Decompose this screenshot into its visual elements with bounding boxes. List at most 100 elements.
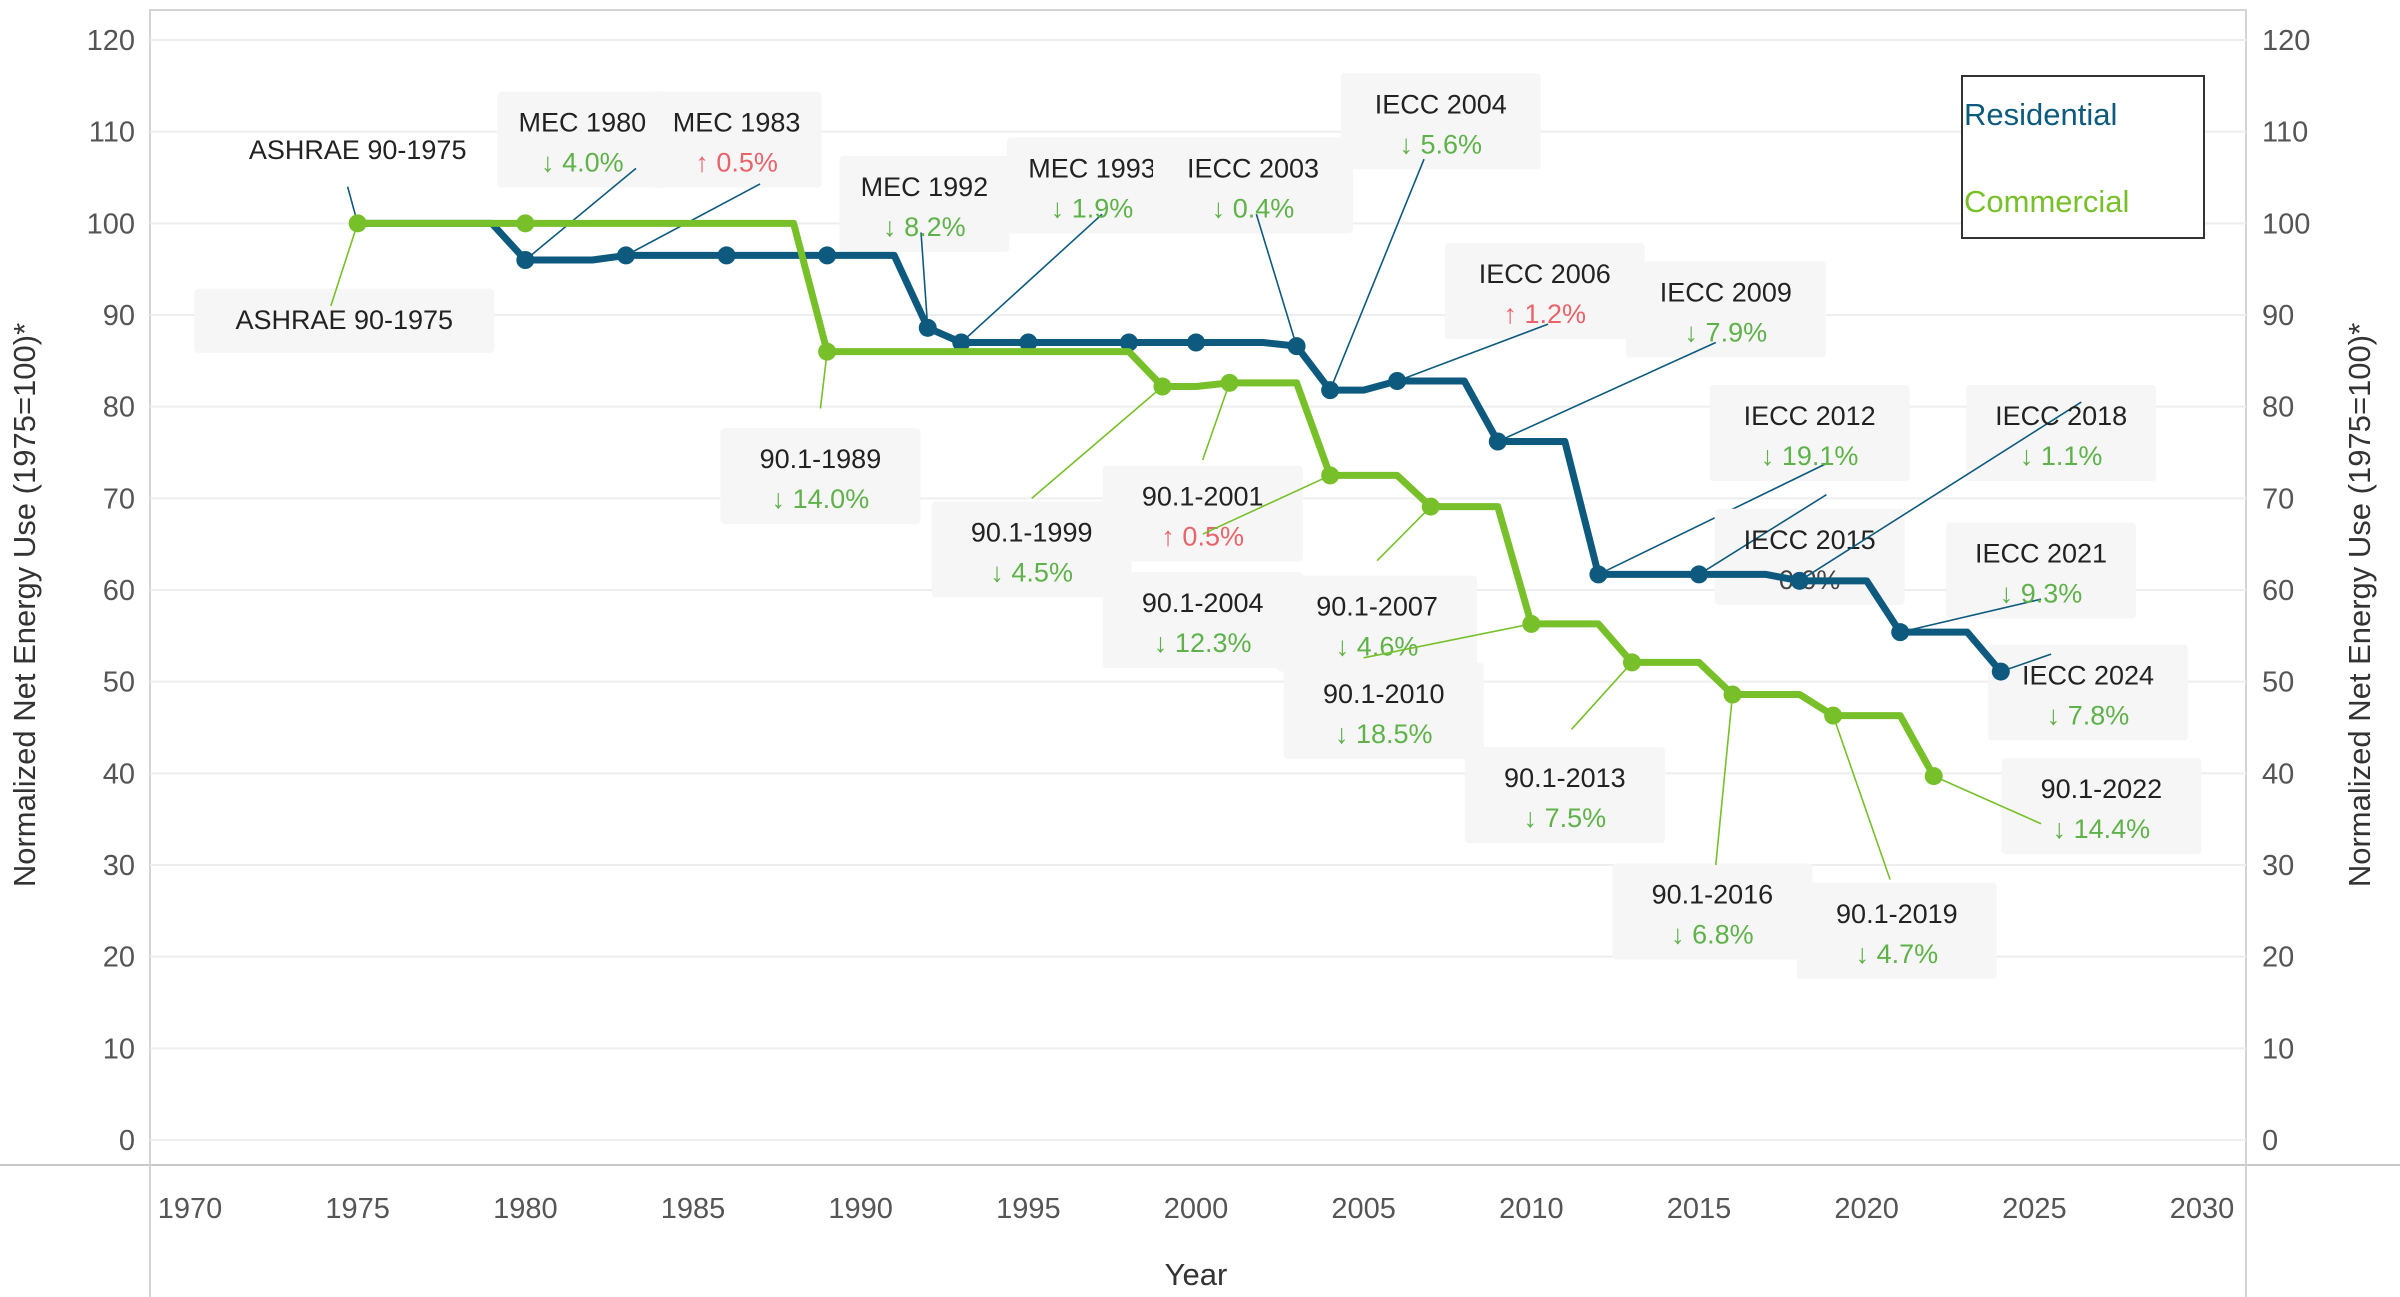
y-tick-label-left: 80 — [103, 392, 135, 424]
annotation-code: ASHRAE 90-1975 — [249, 135, 467, 165]
legend-item-residential[interactable]: Residential — [1964, 97, 2117, 132]
x-tick-label: 2020 — [1834, 1193, 1899, 1225]
annotation-code: MEC 1992 — [861, 172, 989, 202]
annotation-change: ↓ 1.1% — [2020, 441, 2103, 471]
annotation-code: IECC 2009 — [1660, 277, 1792, 307]
annotation-change: ↓ 7.9% — [1685, 317, 1768, 347]
y-tick-label-right: 90 — [2262, 300, 2294, 332]
annotation-90-1-2010: 90.1-2010 ↓ 18.5% — [1283, 623, 1532, 759]
residential-point[interactable] — [1321, 381, 1340, 400]
annotation-code: MEC 1983 — [673, 108, 801, 138]
commercial-point[interactable] — [1220, 373, 1239, 392]
x-tick-label: 1995 — [996, 1193, 1061, 1225]
leader-line — [1202, 474, 1331, 535]
annotation-90-1-2004: 90.1-2004 ↓ 12.3% — [1102, 474, 1331, 668]
y-tick-label-right: 20 — [2262, 942, 2294, 974]
leader-line — [1376, 506, 1432, 562]
annotation-code: IECC 2015 — [1744, 525, 1876, 555]
x-tick-label: 1975 — [325, 1193, 390, 1225]
residential-point[interactable] — [516, 251, 535, 269]
annotation-iecc-2024: IECC 2024 ↓ 7.8% — [1987, 644, 2188, 741]
leader-line — [1201, 382, 1231, 461]
y-tick-label-left: 20 — [103, 942, 135, 974]
y-axis-title-right: Normalized Net Energy Use (1975=100)* — [2342, 323, 2377, 887]
residential-point[interactable] — [1119, 333, 1138, 352]
residential-point[interactable] — [1790, 571, 1809, 590]
leader-line — [920, 232, 929, 328]
x-axis: 1970 1975 1980 1985 1990 1995 2000 2005 2010 2015… — [158, 1193, 2235, 1225]
residential-point[interactable] — [952, 333, 971, 352]
residential-point[interactable] — [616, 246, 635, 265]
leader-line — [1329, 158, 1425, 391]
y-tick-label-left: 60 — [103, 575, 135, 607]
y-tick-label-left: 0 — [119, 1125, 135, 1157]
annotation-code: IECC 2021 — [1975, 539, 2107, 569]
commercial-point[interactable] — [1924, 767, 1943, 786]
residential-point[interactable] — [1891, 623, 1910, 642]
residential-point[interactable] — [918, 318, 937, 337]
y-tick-label-right: 40 — [2262, 758, 2294, 790]
annotation-code: ASHRAE 90-1975 — [235, 305, 453, 335]
leader-line — [1598, 462, 1827, 576]
annotation-change: ↓ 7.5% — [1524, 803, 1607, 833]
annotation-change: ↑ 0.5% — [695, 148, 778, 178]
commercial-point[interactable] — [1622, 653, 1641, 672]
residential-point[interactable] — [1187, 333, 1205, 352]
annotation-mec-1983: MEC 1983 ↑ 0.5% — [625, 91, 822, 257]
residential-point[interactable] — [1488, 432, 1507, 451]
commercial-point[interactable] — [1421, 497, 1440, 516]
y-axis-title-left: Normalized Net Energy Use (1975=100)* — [7, 323, 42, 887]
annotation-box — [1102, 465, 1303, 562]
annotation-code: 90.1-2019 — [1836, 899, 1958, 929]
annotation-change: ↓ 14.0% — [772, 484, 870, 514]
y-tick-label-left: 40 — [103, 758, 135, 790]
leader-line — [1570, 661, 1633, 730]
residential-point[interactable] — [1287, 337, 1306, 356]
x-tick-label: 1970 — [158, 1193, 223, 1225]
y-tick-label-right: 100 — [2262, 208, 2310, 240]
residential-point[interactable] — [1019, 333, 1038, 352]
annotation-90-1-2022: 90.1-2022 ↓ 14.4% — [1933, 758, 2202, 855]
annotation-change: ↓ 5.6% — [1400, 129, 1483, 159]
annotation-code: 90.1-2001 — [1142, 482, 1264, 512]
annotation-90-1-2019: 90.1-2019 ↓ 4.7% — [1796, 715, 1997, 979]
commercial-point[interactable] — [348, 214, 367, 233]
residential-point[interactable] — [717, 246, 736, 265]
residential-point[interactable] — [1388, 372, 1407, 390]
leader-line — [1933, 775, 2042, 825]
commercial-point[interactable] — [1824, 706, 1843, 725]
annotation-90-1-2007: 90.1-2007 ↓ 4.6% — [1277, 506, 1478, 672]
legend-item-commercial[interactable]: Commercial — [1964, 184, 2129, 219]
commercial-point[interactable] — [1522, 614, 1541, 633]
commercial-point[interactable] — [1153, 377, 1172, 396]
annotation-box — [1283, 662, 1484, 759]
annotation-box — [1153, 137, 1354, 234]
annotation-change: ↓ 4.7% — [1856, 939, 1939, 969]
commercial-point[interactable] — [516, 214, 535, 233]
residential-point[interactable] — [1589, 565, 1608, 584]
leader-line — [1900, 598, 2042, 633]
annotation-box — [1277, 575, 1478, 672]
annotation-code: 90.1-1999 — [971, 517, 1093, 547]
residential-point[interactable] — [1991, 662, 2010, 681]
annotation-code: MEC 1980 — [519, 108, 647, 138]
y-tick-label-left: 70 — [103, 483, 135, 515]
annotation-change: ↑ 1.2% — [1503, 299, 1586, 329]
commercial-point[interactable] — [818, 342, 837, 361]
annotation-box — [1625, 261, 1826, 358]
leader-line — [625, 183, 761, 257]
annotation-iecc-2021: IECC 2021 ↓ 9.3% — [1900, 522, 2137, 633]
annotation-change: ↑ 0.5% — [1161, 522, 1244, 552]
leader-line — [1799, 401, 2082, 582]
residential-point[interactable] — [818, 246, 837, 265]
annotation-box — [1102, 572, 1303, 668]
annotation-change: ↓ 8.2% — [883, 212, 966, 242]
commercial-point[interactable] — [1321, 466, 1340, 485]
commercial-point[interactable] — [1723, 685, 1742, 704]
leader-line — [819, 351, 828, 409]
residential-point[interactable] — [1690, 565, 1708, 584]
annotation-iecc-2006: IECC 2006 ↑ 1.2% — [1396, 242, 1645, 382]
x-tick-label: 2030 — [2170, 1193, 2235, 1225]
annotation-code: 90.1-2010 — [1323, 679, 1445, 709]
